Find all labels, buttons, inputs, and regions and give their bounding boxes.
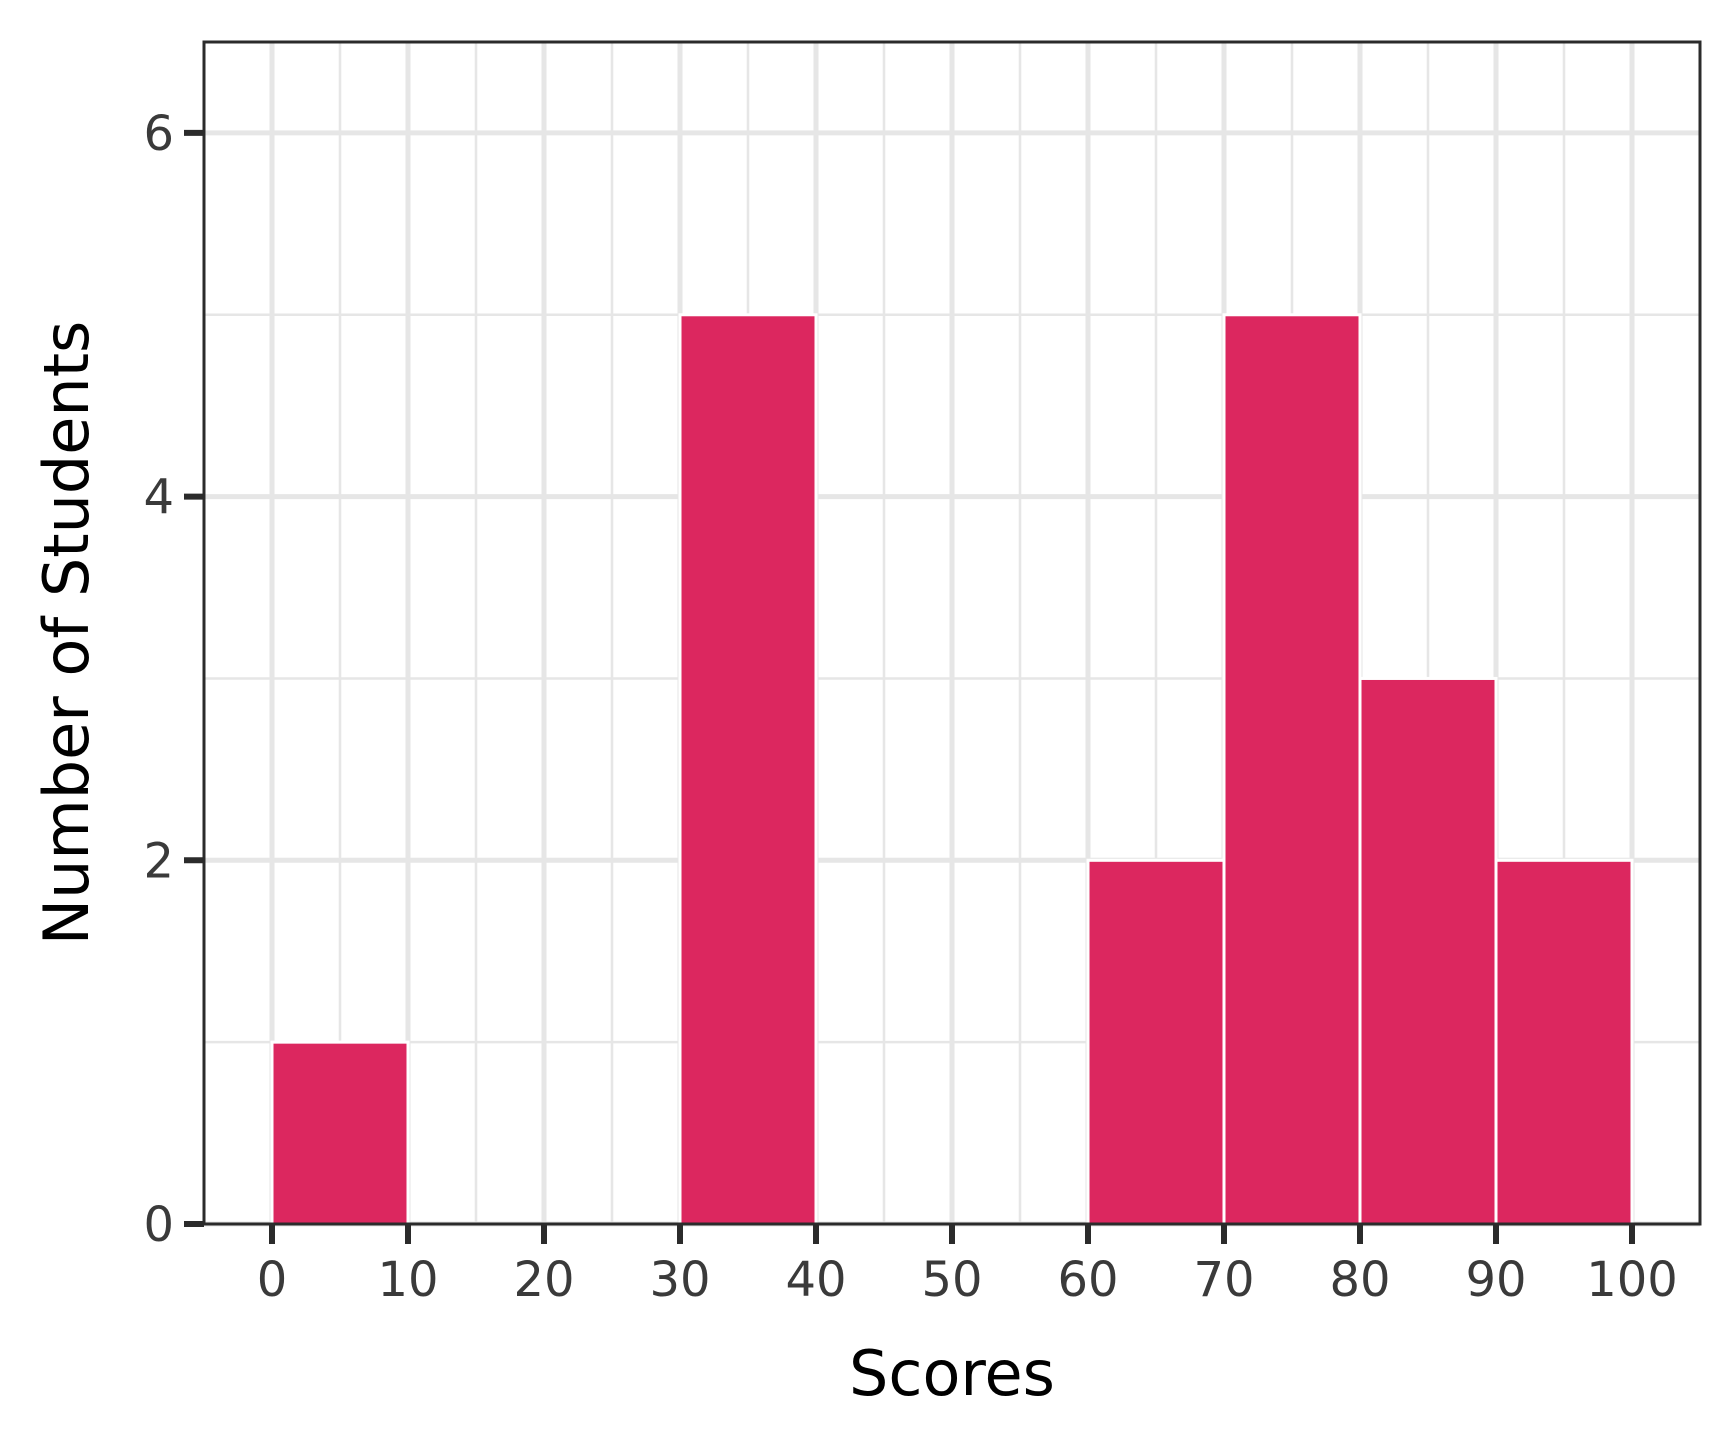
y-tick-label: 0 bbox=[143, 1197, 174, 1253]
x-tick-label: 0 bbox=[257, 1252, 288, 1308]
histogram-bar bbox=[1086, 858, 1226, 1226]
x-axis-title: Scores bbox=[849, 1337, 1055, 1410]
bars bbox=[270, 313, 1634, 1226]
x-tick-label: 20 bbox=[513, 1252, 574, 1308]
x-tick-label: 90 bbox=[1465, 1252, 1526, 1308]
x-tick-label: 70 bbox=[1193, 1252, 1254, 1308]
x-tick-label: 60 bbox=[1057, 1252, 1118, 1308]
y-tick-label: 6 bbox=[143, 106, 174, 162]
x-tick-label: 10 bbox=[377, 1252, 438, 1308]
histogram-bar bbox=[1222, 313, 1362, 1226]
x-tick-label: 80 bbox=[1329, 1252, 1390, 1308]
x-tick-label: 30 bbox=[649, 1252, 710, 1308]
axes: 0 10 20 30 40 50 60 70 80 90 100 0 2 4 6 bbox=[143, 106, 1677, 1308]
y-tick-label: 2 bbox=[143, 833, 174, 889]
histogram-bar bbox=[1358, 676, 1498, 1226]
x-tick-label: 100 bbox=[1586, 1252, 1678, 1308]
x-tick-label: 40 bbox=[785, 1252, 846, 1308]
y-tick-label: 4 bbox=[143, 470, 174, 526]
y-axis-title: Number of Students bbox=[30, 321, 103, 946]
x-tick-label: 50 bbox=[921, 1252, 982, 1308]
histogram-bar bbox=[270, 1040, 410, 1226]
histogram-bar bbox=[1494, 858, 1634, 1226]
histogram-bar bbox=[678, 313, 818, 1226]
